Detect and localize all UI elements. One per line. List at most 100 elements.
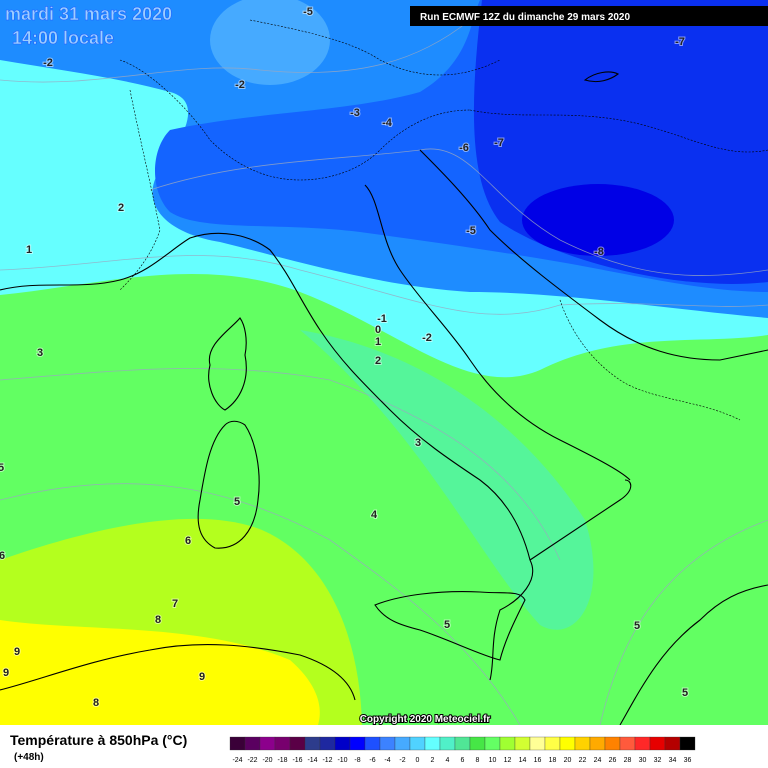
legend-swatch xyxy=(559,736,576,751)
border-north xyxy=(249,19,501,76)
legend-label: 26 xyxy=(609,757,617,764)
legend-label: 10 xyxy=(489,757,497,764)
legend-swatch xyxy=(364,736,381,751)
legend-label: 16 xyxy=(534,757,542,764)
legend-swatch xyxy=(424,736,441,751)
contour-label: -8 xyxy=(594,246,604,258)
legend-swatch xyxy=(334,736,351,751)
legend-swatch xyxy=(379,736,396,751)
legend-swatch xyxy=(649,736,666,751)
contour-label: -1 xyxy=(377,313,387,325)
legend-swatch xyxy=(634,736,651,751)
isotherm xyxy=(0,483,521,726)
legend-label: -20 xyxy=(262,757,272,764)
sicily xyxy=(374,591,526,661)
legend-label: -22 xyxy=(247,757,257,764)
isotherm xyxy=(0,368,561,561)
legend-swatch xyxy=(679,736,696,751)
contour-label: -2 xyxy=(422,332,432,344)
legend-swatch xyxy=(619,736,636,751)
isotherm xyxy=(599,519,768,726)
legend-swatch xyxy=(604,736,621,751)
legend-label: -24 xyxy=(232,757,242,764)
legend-label: -4 xyxy=(384,757,390,764)
legend-swatch xyxy=(664,736,681,751)
corsica xyxy=(208,317,247,411)
legend-label: -8 xyxy=(354,757,360,764)
legend-swatch xyxy=(409,736,426,751)
contour-label: 6 xyxy=(0,550,5,562)
contour-label: 6 xyxy=(185,535,191,547)
isotherm xyxy=(0,19,471,83)
legend-swatch xyxy=(394,736,411,751)
legend-swatch xyxy=(574,736,591,751)
contour-label: 9 xyxy=(14,646,20,658)
coastline-greece xyxy=(619,584,768,726)
run-info: Run ECMWF 12Z du dimanche 29 mars 2020 xyxy=(420,12,630,23)
contour-label: 0 xyxy=(375,324,381,336)
contour-label: -2 xyxy=(235,79,245,91)
legend-label: -18 xyxy=(277,757,287,764)
contour-labels: -5-7-2-2-3-4-6 -7-5-8213-1012-23554667899… xyxy=(0,5,689,710)
contour-label: -5 xyxy=(303,6,313,18)
legend-label: -12 xyxy=(322,757,332,764)
legend-label: -14 xyxy=(307,757,317,764)
legend-swatch xyxy=(529,736,546,751)
temperature-field xyxy=(0,0,768,725)
legend-swatch xyxy=(274,736,291,751)
legend-label: 18 xyxy=(549,757,557,764)
legend-label: 30 xyxy=(639,757,647,764)
legend-swatch xyxy=(439,736,456,751)
legend-label: 14 xyxy=(519,757,527,764)
legend-label: 28 xyxy=(624,757,632,764)
legend-scale: -24 -22 -20 -18 -16 -14 -12 -10 -8 -6 -4 -2 0 2 4 6 8 10 1… xyxy=(229,736,696,764)
sardinia xyxy=(197,420,260,549)
coastlines xyxy=(0,71,768,726)
copyright: Copyright 2020 Meteociel.fr xyxy=(360,714,491,725)
border-france xyxy=(119,89,161,291)
legend-swatch xyxy=(589,736,606,751)
contour-label: 5 xyxy=(682,687,688,699)
contour-label: 5 xyxy=(444,619,450,631)
legend-swatch xyxy=(244,736,261,751)
legend-label: -16 xyxy=(292,757,302,764)
contour-label: -4 xyxy=(382,117,393,129)
contour-label: 8 xyxy=(93,697,99,709)
legend-label: 12 xyxy=(504,757,512,764)
legend-label: -2 xyxy=(399,757,405,764)
isotherm xyxy=(149,148,768,276)
isotherms xyxy=(0,19,768,726)
contour-label: 5 xyxy=(634,620,640,632)
legend-swatch xyxy=(289,736,306,751)
border-balkans xyxy=(559,299,741,421)
lake xyxy=(583,71,620,83)
legend-subtitle: (+48h) xyxy=(14,752,44,763)
contour-label: -7 xyxy=(675,36,685,48)
legend-label: 34 xyxy=(669,757,677,764)
contour-label: -6 xyxy=(459,142,469,154)
contour-label: 9 xyxy=(199,671,205,683)
contour-label: 2 xyxy=(375,355,381,367)
contour-label: 5 xyxy=(0,462,4,474)
field-mint xyxy=(300,330,594,630)
legend-label: 8 xyxy=(476,757,480,764)
legend-title: Température à 850hPa (°C) xyxy=(10,732,187,748)
legend-swatch xyxy=(484,736,501,751)
coastline-italy-west xyxy=(0,232,632,681)
coastline-africa xyxy=(0,643,356,701)
legend-swatch xyxy=(514,736,531,751)
contour-label: 9 xyxy=(3,667,9,679)
legend-label: 24 xyxy=(594,757,602,764)
legend-swatch xyxy=(319,736,336,751)
legend-swatch xyxy=(259,736,276,751)
legend-swatch xyxy=(304,736,321,751)
border-east xyxy=(469,109,768,153)
run-box xyxy=(410,6,768,26)
border-alps xyxy=(119,59,471,181)
legend-label: 6 xyxy=(461,757,465,764)
contour-label: -7 xyxy=(494,137,504,149)
legend-label: -10 xyxy=(337,757,347,764)
legend-swatch xyxy=(544,736,561,751)
